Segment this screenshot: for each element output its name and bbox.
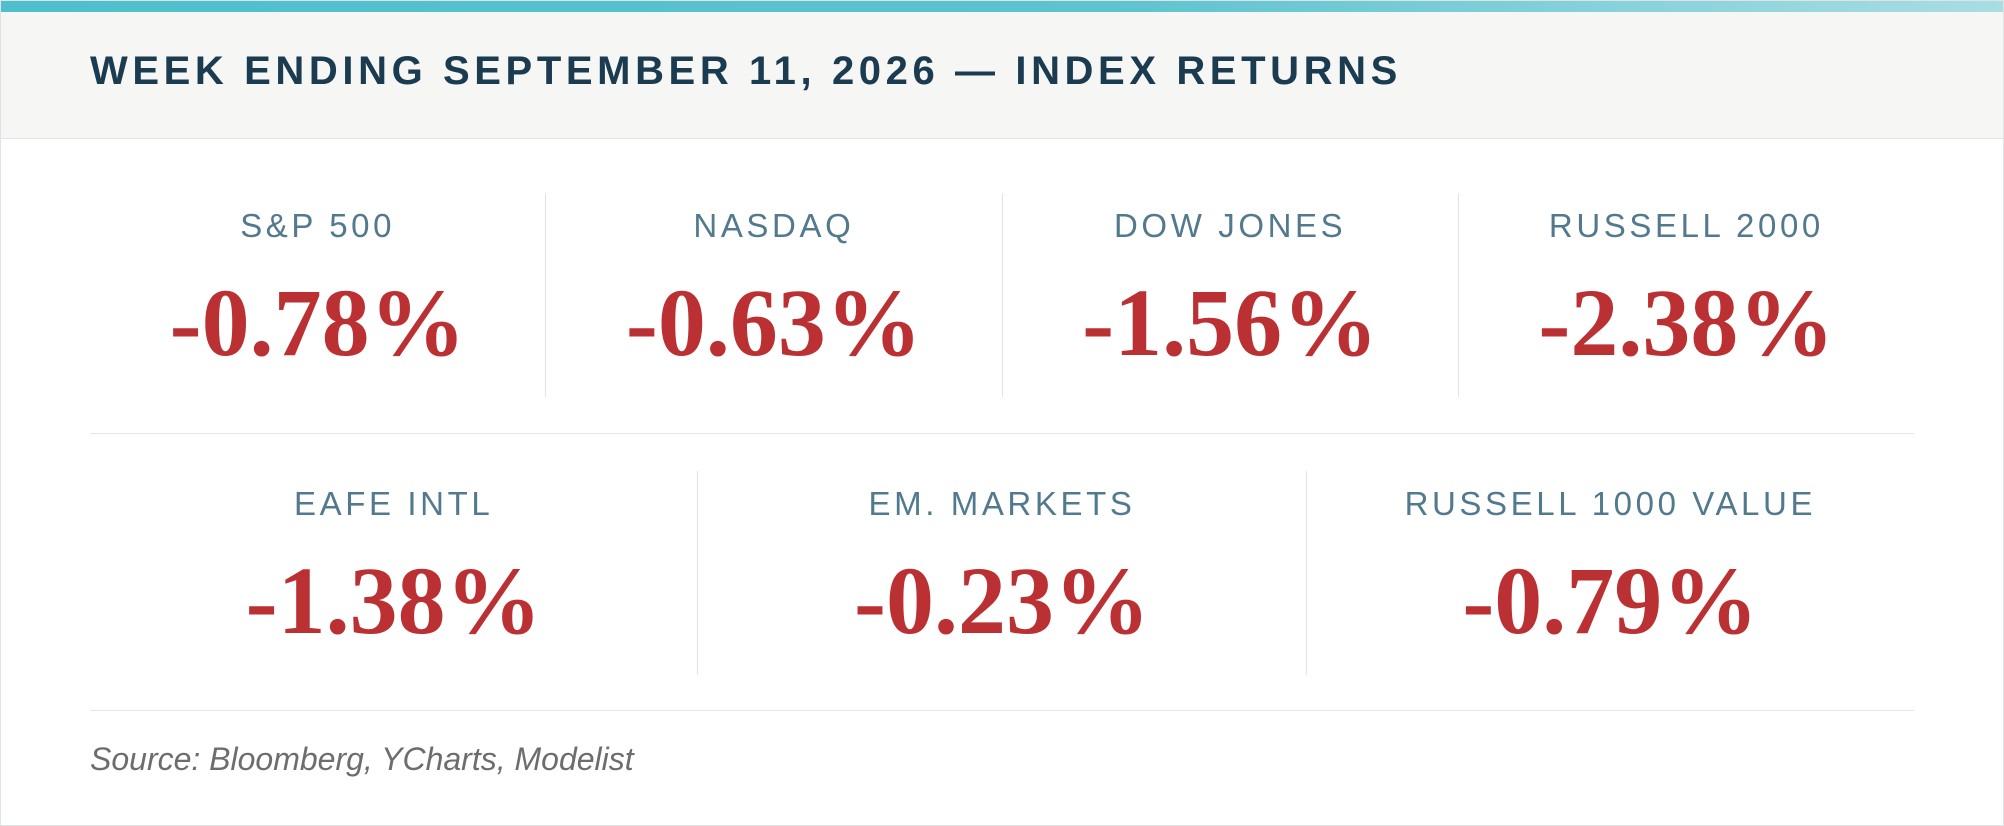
index-cell-em-markets: EM. MARKETS -0.23% (697, 471, 1305, 675)
index-return-value: -0.23% (854, 547, 1150, 654)
row-divider (90, 433, 1914, 434)
footer-divider (90, 710, 1914, 711)
index-return-value: -2.38% (1538, 269, 1835, 376)
index-cell-sp500: S&P 500 -0.78% (90, 193, 545, 397)
index-row-top: S&P 500 -0.78% NASDAQ -0.63% DOW JONES -… (90, 193, 1914, 397)
page-title: WEEK ENDING SEPTEMBER 11, 2026 — INDEX R… (90, 49, 1402, 93)
header: WEEK ENDING SEPTEMBER 11, 2026 — INDEX R… (1, 12, 2003, 139)
index-return-value: -0.79% (1462, 547, 1759, 654)
index-cell-nasdaq: NASDAQ -0.63% (545, 193, 1001, 397)
index-row-bottom: EAFE INTL -1.38% EM. MARKETS -0.23% RUSS… (90, 471, 1914, 675)
index-label: EM. MARKETS (868, 485, 1136, 522)
source-note: Source: Bloomberg, YCharts, Modelist (90, 741, 634, 777)
index-return-value: -1.38% (245, 547, 542, 654)
index-return-value: -0.78% (169, 269, 466, 376)
index-label: RUSSELL 1000 VALUE (1404, 485, 1817, 522)
index-label: RUSSELL 2000 (1548, 207, 1824, 244)
index-label: EAFE INTL (294, 485, 494, 522)
index-cell-russell-2000: RUSSELL 2000 -2.38% (1457, 193, 1914, 397)
index-label: S&P 500 (240, 207, 396, 244)
index-cell-eafe-intl: EAFE INTL -1.38% (90, 471, 697, 675)
accent-bar (1, 1, 2003, 12)
index-return-value: -0.63% (625, 269, 922, 376)
index-cell-dow-jones: DOW JONES -1.56% (1001, 193, 1458, 397)
index-label: DOW JONES (1114, 207, 1347, 244)
index-cell-russell-1000-value: RUSSELL 1000 VALUE -0.79% (1305, 471, 1914, 675)
index-return-value: -1.56% (1082, 269, 1379, 376)
index-label: NASDAQ (693, 207, 855, 244)
